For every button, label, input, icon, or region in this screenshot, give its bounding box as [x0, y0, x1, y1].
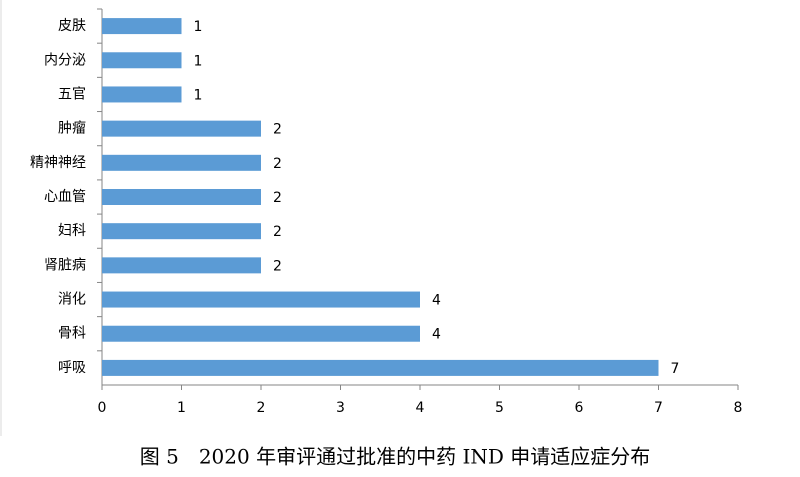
- bar: [102, 86, 182, 103]
- y-tick-label: 皮肤: [58, 18, 86, 34]
- bar: [102, 223, 261, 240]
- x-tick-label: 0: [98, 400, 107, 416]
- data-label: 7: [671, 361, 680, 377]
- x-tick-label: 6: [575, 400, 584, 416]
- y-tick-label: 消化: [58, 292, 86, 308]
- data-label: 2: [273, 190, 282, 206]
- y-tick-label: 心血管: [44, 189, 86, 205]
- y-tick-label: 妇科: [58, 222, 86, 239]
- x-tick-label: 4: [416, 400, 425, 416]
- data-label: 2: [273, 224, 282, 240]
- bar: [102, 154, 261, 171]
- y-tick-label: 内分泌: [44, 52, 86, 68]
- bar: [102, 189, 261, 205]
- data-label: 1: [194, 53, 203, 69]
- x-tick-label: 8: [734, 400, 743, 416]
- bar: [102, 257, 261, 274]
- y-tick-label: 呼吸: [58, 360, 86, 376]
- data-label: 4: [432, 327, 441, 343]
- x-tick-label: 5: [495, 400, 504, 416]
- x-tick-label: 3: [336, 400, 345, 416]
- bar: [102, 18, 182, 35]
- x-tick-label: 1: [177, 400, 186, 416]
- data-label: 1: [194, 87, 203, 103]
- y-tick-label: 肾脏病: [44, 257, 86, 273]
- chart-caption: 图 5 2020 年审评通过批准的中药 IND 申请适应症分布: [140, 445, 651, 469]
- data-label: 2: [273, 258, 282, 274]
- bar: [102, 120, 261, 137]
- bar: [102, 52, 182, 69]
- data-label: 4: [432, 293, 441, 309]
- x-tick-label: 2: [257, 400, 266, 416]
- y-tick-label: 五官: [58, 86, 86, 102]
- y-tick-label: 骨科: [58, 326, 86, 342]
- bar: [102, 325, 420, 342]
- y-tick-label: 肿瘤: [58, 120, 86, 137]
- bar: [102, 291, 420, 308]
- data-label: 2: [273, 122, 282, 138]
- bar: [102, 359, 659, 376]
- y-tick-label: 精神神经: [30, 155, 86, 171]
- data-label: 1: [194, 19, 203, 35]
- data-label: 2: [273, 156, 282, 172]
- x-tick-label: 7: [654, 400, 663, 416]
